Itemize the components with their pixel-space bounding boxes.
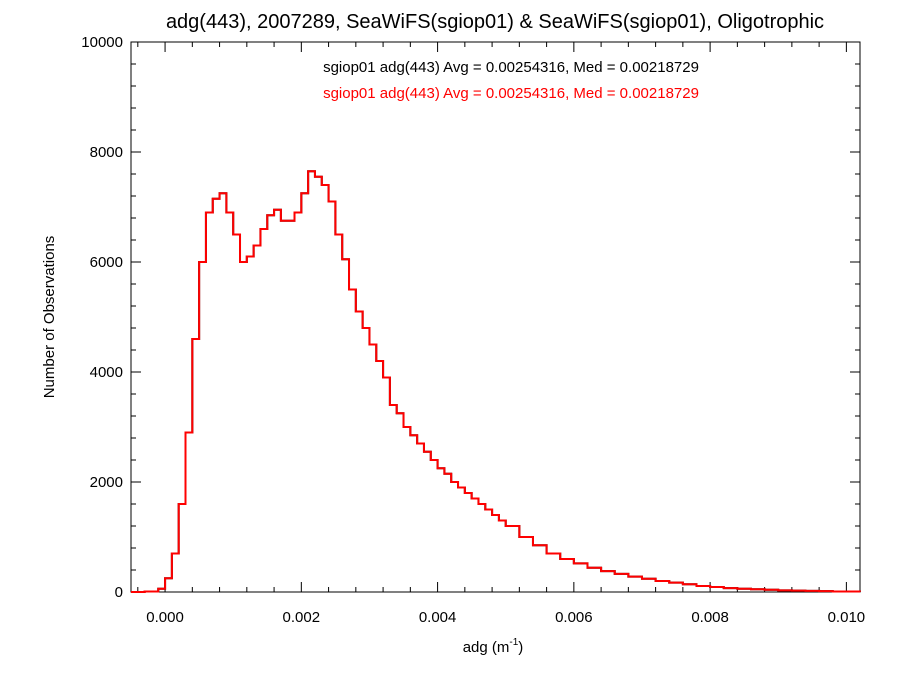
legend-entry-series-2: sgiop01 adg(443) Avg = 0.00254316, Med =… <box>323 85 699 102</box>
x-tick-label: 0.002 <box>283 609 321 626</box>
plot-frame <box>130 41 861 593</box>
series-layer <box>131 170 861 593</box>
x-tick-label: 0.006 <box>555 609 593 626</box>
y-tick-label: 4000 <box>90 364 123 381</box>
axis-tick-labels: 0.000 0.002 0.004 0.006 0.008 0.010 0 2000 4000 6… <box>81 34 865 626</box>
x-axis-label-main: adg (m <box>463 639 510 656</box>
y-tick-label: 2000 <box>90 474 123 491</box>
x-tick-label: 0.000 <box>146 609 184 626</box>
chart-title: adg(443), 2007289, SeaWiFS(sgiop01) & Se… <box>166 11 824 33</box>
x-axis-label: adg (m-1) <box>463 637 524 656</box>
x-axis-label-superscript: -1 <box>509 637 518 648</box>
legend-entry-series-1: sgiop01 adg(443) Avg = 0.00254316, Med =… <box>323 59 699 76</box>
x-tick-label: 0.010 <box>828 609 866 626</box>
y-axis-label: Number of Observations <box>41 236 58 399</box>
x-tick-label: 0.008 <box>691 609 729 626</box>
y-tick-label: 8000 <box>90 144 123 161</box>
x-tick-label: 0.004 <box>419 609 457 626</box>
x-axis-label-suffix: ) <box>518 639 523 656</box>
axis-ticks <box>131 41 860 593</box>
y-tick-label: 6000 <box>90 254 123 271</box>
y-tick-label: 10000 <box>81 34 123 51</box>
series-line-2 <box>131 170 861 593</box>
y-tick-label: 0 <box>115 584 123 601</box>
